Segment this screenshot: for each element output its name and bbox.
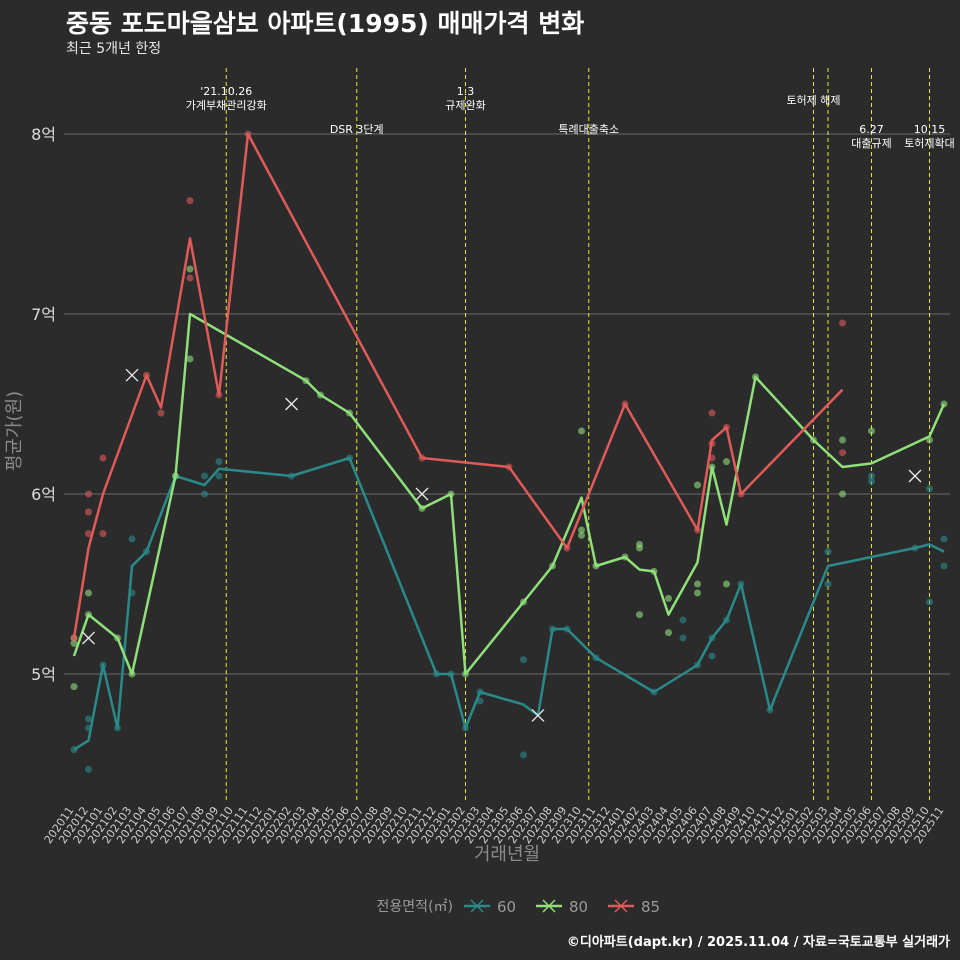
- legend-swatch-x: [542, 899, 556, 913]
- cross-marker-85: [125, 368, 139, 382]
- data-point-60: [708, 652, 716, 660]
- event-label: 토허제확대: [904, 137, 955, 150]
- data-point-60: [824, 548, 832, 556]
- data-point-60: [679, 616, 687, 624]
- data-point-80: [578, 531, 585, 539]
- data-point-80: [70, 639, 78, 647]
- cross-stroke: [908, 469, 922, 483]
- chart-subtitle: 최근 5개년 한정: [66, 41, 162, 57]
- data-point-85: [186, 274, 194, 282]
- x-axis-title: 거래년월: [474, 844, 540, 865]
- event-label: 가계부채관리강화: [186, 99, 267, 112]
- data-point-60: [520, 656, 527, 664]
- data-point-80: [694, 589, 701, 597]
- event-label: DSR 3단계: [330, 123, 384, 136]
- data-point-85: [85, 530, 92, 538]
- event-label: 6.27: [859, 123, 884, 136]
- data-point-85: [839, 319, 846, 327]
- data-point-80: [578, 427, 585, 435]
- event-label: 대출규제: [851, 137, 891, 150]
- cross-stroke: [82, 631, 95, 645]
- data-point-80: [578, 526, 585, 534]
- data-point-80: [665, 629, 672, 637]
- cross-stroke: [125, 368, 139, 382]
- data-point-80: [839, 436, 846, 444]
- event-label: 10.15: [914, 123, 946, 136]
- y-tick-label: 5억: [31, 665, 56, 684]
- legend-swatch-x: [470, 899, 484, 913]
- event-label: 토허제 해제: [786, 93, 840, 107]
- series-line-60: [73, 456, 945, 751]
- data-point-80: [723, 580, 730, 588]
- data-point-60: [520, 751, 527, 759]
- cross-stroke: [531, 708, 545, 722]
- data-point-85: [99, 530, 107, 538]
- data-point-80: [694, 481, 701, 489]
- data-point-60: [940, 562, 948, 570]
- data-point-60: [201, 490, 208, 498]
- legend: 전용면적(㎡) 60 80 85: [377, 898, 661, 916]
- series-line-80: [72, 312, 946, 676]
- legend-item-85: 85: [608, 898, 660, 916]
- data-point-60: [679, 634, 687, 642]
- data-point-60: [215, 472, 223, 480]
- cross-marker-60: [531, 708, 545, 722]
- data-point-85: [85, 508, 92, 516]
- data-point-80: [694, 580, 701, 588]
- event-label: '21.10.26: [200, 85, 252, 98]
- cross-marker-80: [285, 397, 298, 411]
- data-point-60: [868, 472, 875, 480]
- chart-title: 중동 포도마을삼보 아파트(1995) 매매가격 변화: [66, 9, 585, 38]
- data-point-80: [665, 594, 672, 602]
- data-point-85: [85, 490, 92, 498]
- data-point-80: [839, 490, 846, 498]
- data-point-80: [85, 589, 92, 597]
- data-point-80: [636, 540, 643, 548]
- data-point-60: [926, 598, 933, 606]
- data-point-80: [186, 355, 194, 363]
- data-point-60: [926, 485, 933, 493]
- data-point-60: [128, 535, 136, 543]
- data-point-85: [99, 454, 107, 462]
- data-point-85: [186, 197, 194, 205]
- legend-title: 전용면적(㎡): [377, 899, 453, 915]
- data-point-60: [215, 458, 223, 466]
- y-tick-label: 6억: [31, 485, 56, 504]
- legend-label: 85: [641, 898, 660, 916]
- cross-stroke: [415, 487, 429, 501]
- series-line-85: [72, 132, 844, 639]
- legend-item-80: 80: [536, 898, 588, 916]
- data-point-85: [708, 409, 716, 417]
- legend-swatch-x: [614, 899, 628, 913]
- data-point-60: [201, 472, 208, 480]
- data-point-60: [868, 477, 875, 485]
- event-label: 1.3: [457, 85, 475, 98]
- data-point-85: [157, 409, 165, 417]
- cross-marker-80: [82, 631, 95, 645]
- data-point-60: [940, 535, 948, 543]
- event-label: 규제완화: [445, 99, 485, 112]
- cross-marker-60: [415, 487, 429, 501]
- cross-marker-60: [908, 469, 922, 483]
- data-point-85: [839, 449, 846, 457]
- data-point-80: [723, 458, 730, 466]
- y-tick-label: 7억: [31, 305, 56, 324]
- data-point-80: [868, 427, 875, 435]
- data-point-80: [70, 683, 78, 691]
- y-tick-label: 8억: [31, 125, 56, 144]
- event-label: 특례대출축소: [558, 123, 619, 136]
- cross-stroke: [285, 397, 298, 411]
- data-point-80: [186, 265, 194, 273]
- data-point-80: [636, 611, 643, 619]
- source-caption: ©디아파트(dapt.kr) / 2025.11.04 / 자료=국토교통부 실…: [566, 935, 950, 950]
- data-point-60: [85, 765, 92, 773]
- data-point-60: [85, 715, 92, 723]
- legend-item-60: 60: [464, 898, 516, 916]
- data-point-60: [824, 580, 832, 588]
- legend-label: 80: [569, 898, 588, 916]
- y-axis-title: 평균가(원): [4, 391, 25, 471]
- legend-label: 60: [497, 898, 516, 916]
